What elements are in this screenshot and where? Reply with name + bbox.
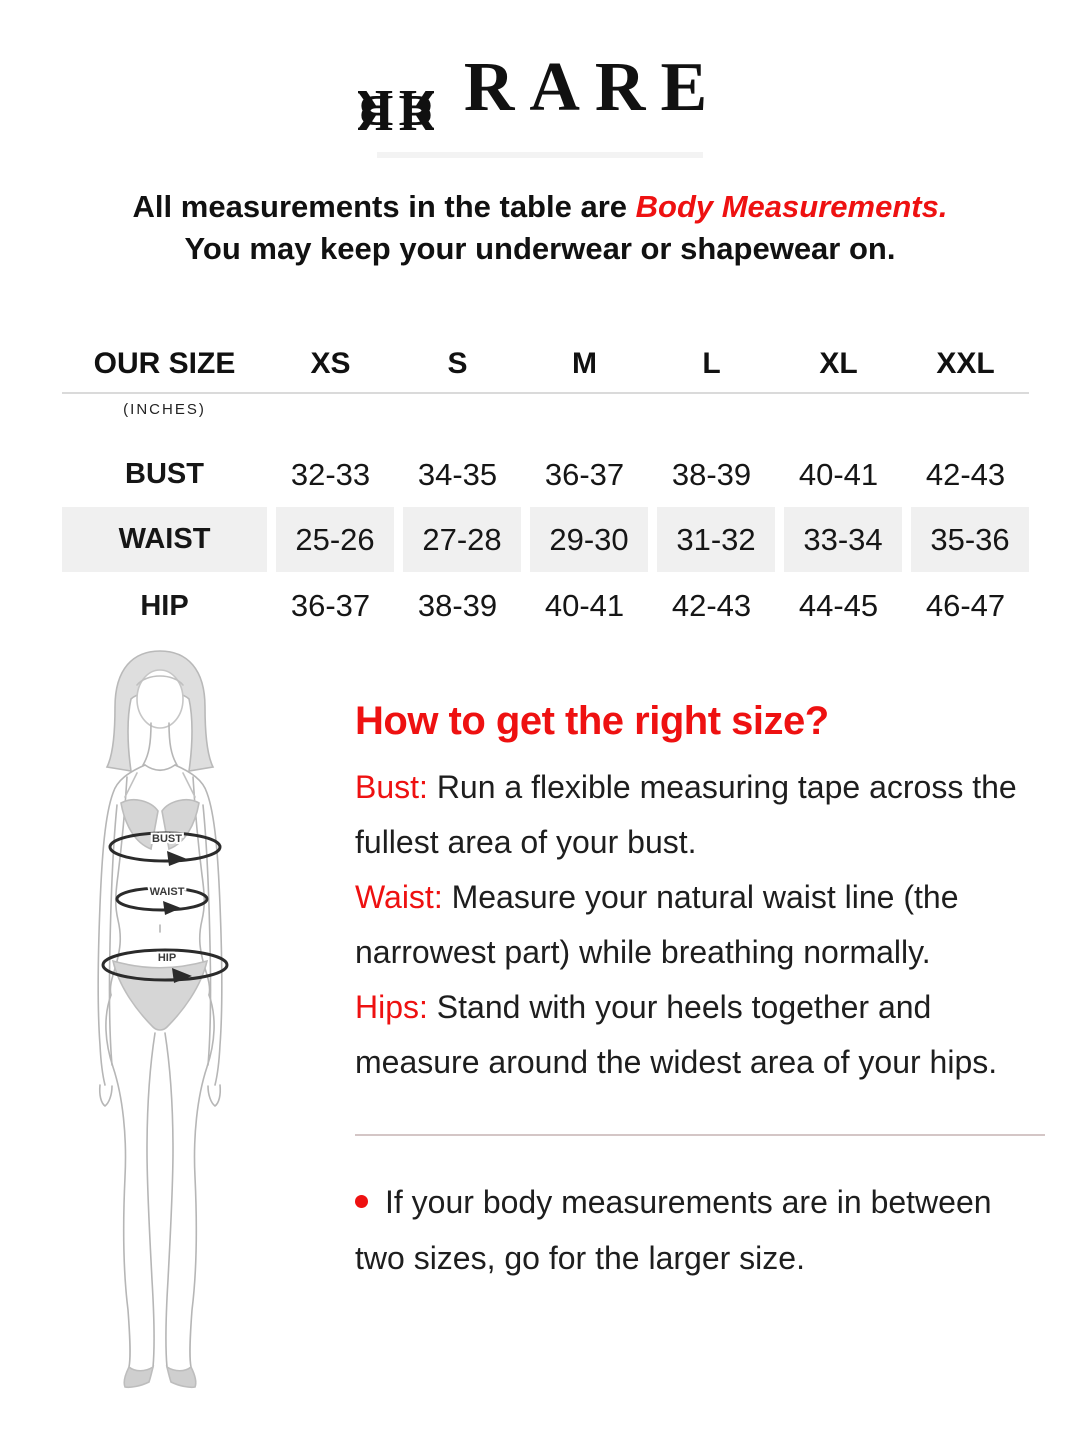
unit-note: (INCHES)	[123, 400, 206, 418]
hip-arrowhead-icon	[172, 968, 192, 983]
row-label-waist: WAIST	[62, 507, 267, 572]
figure-left-foot	[123, 1365, 155, 1389]
logo-underline-divider	[377, 152, 703, 158]
row-label-bust: BUST	[125, 458, 204, 490]
waist-xl: 33-34	[775, 507, 902, 572]
col-header-our-size: OUR SIZE	[93, 347, 236, 380]
waist-l: 31-32	[648, 507, 775, 572]
figure-right-foot	[165, 1365, 197, 1389]
col-header-s: S	[447, 347, 468, 380]
figure-panties	[111, 959, 209, 1031]
bust-measure-arrow	[108, 831, 222, 863]
table-header-divider	[62, 392, 1029, 394]
col-header-m: M	[572, 347, 597, 380]
waist-xs: 25-26	[267, 507, 394, 572]
bust-m: 36-37	[544, 456, 625, 492]
disclaimer-line2: You may keep your underwear or shapewear…	[184, 231, 896, 266]
col-header-l: L	[702, 347, 721, 380]
between-sizes-note-text: If your body measurements are in between…	[355, 1184, 992, 1276]
sizing-guide-body: Bust: Run a flexible measuring tape acro…	[355, 760, 1055, 1090]
unit-note-row: (INCHES)	[62, 394, 1029, 424]
bust-l: 38-39	[671, 456, 752, 492]
guide-divider	[355, 1134, 1045, 1136]
figure-bra	[120, 799, 159, 851]
guide-label-hips: Hips:	[355, 989, 428, 1025]
col-header-xxl: XXL	[936, 347, 995, 380]
guide-text-hips: Stand with your heels together and measu…	[355, 989, 998, 1080]
brand-name: RARE	[463, 49, 723, 126]
waist-m: 29-30	[521, 507, 648, 572]
row-label-hip: HIP	[140, 589, 189, 622]
hip-m: 40-41	[544, 588, 625, 623]
between-sizes-note: If your body measurements are in between…	[355, 1174, 1035, 1286]
waist-arrowhead-icon	[163, 901, 181, 915]
figure-waist-label: WAIST	[150, 886, 185, 898]
svg-text:R: R	[398, 79, 433, 136]
waist-measure-arrow	[115, 886, 209, 912]
hip-xxl: 46-47	[925, 588, 1006, 623]
guide-text-bust: Run a flexible measuring tape across the…	[355, 769, 1017, 860]
brand-header: R R R R RARE	[0, 34, 1080, 142]
disclaimer-line1-black: All measurements in the table are	[132, 189, 636, 224]
size-table-header-row: OUR SIZE XS S M L XL XXL	[62, 342, 1029, 386]
svg-text:R: R	[358, 79, 393, 136]
bust-xxl: 42-43	[925, 456, 1006, 492]
brand-monogram-icon: R R R R	[358, 79, 434, 142]
figure-bust-label: BUST	[152, 833, 182, 845]
bust-arrowhead-icon	[167, 851, 187, 866]
table-row-hip: HIP 36-37 38-39 40-41 42-43 44-45 46-47	[62, 572, 1029, 640]
col-header-xs: XS	[310, 347, 351, 380]
bust-s: 34-35	[417, 456, 498, 492]
bust-xl: 40-41	[798, 456, 879, 492]
guide-label-waist: Waist:	[355, 879, 443, 915]
table-row-waist: WAIST 25-26 27-28 29-30 31-32 33-34 35-3…	[62, 507, 1029, 572]
hip-s: 38-39	[417, 588, 498, 623]
sizing-guide: How to get the right size? Bust: Run a f…	[355, 698, 1055, 1286]
table-row-bust: BUST 32-33 34-35 36-37 38-39 40-41 42-43	[62, 442, 1029, 507]
size-chart-table: OUR SIZE XS S M L XL XXL (INCHES) BUST 3…	[62, 342, 1029, 640]
hip-measure-arrow	[101, 948, 229, 982]
guide-label-bust: Bust:	[355, 769, 428, 805]
waist-s: 27-28	[394, 507, 521, 572]
hip-xs: 36-37	[290, 588, 371, 623]
figure-hip-label: HIP	[158, 952, 176, 964]
guide-text-waist: Measure your natural waist line (the nar…	[355, 879, 959, 970]
col-header-xl: XL	[819, 347, 858, 380]
body-measurement-figure: BUST WAIST HIP	[55, 645, 345, 1395]
sizing-guide-title: How to get the right size?	[355, 699, 829, 743]
bust-xs: 32-33	[290, 456, 371, 492]
svg-text:R: R	[358, 85, 393, 142]
svg-text:R: R	[398, 85, 433, 142]
female-silhouette-illustration: BUST WAIST HIP	[97, 650, 229, 1389]
red-bullet-icon	[355, 1195, 368, 1209]
hip-l: 42-43	[671, 588, 752, 623]
waist-xxl: 35-36	[902, 507, 1029, 572]
measurement-disclaimer: All measurements in the table are Body M…	[0, 186, 1080, 270]
disclaimer-line1: All measurements in the table are Body M…	[0, 186, 1080, 228]
figure-face	[136, 669, 184, 729]
disclaimer-line1-red: Body Measurements.	[635, 189, 948, 224]
hip-xl: 44-45	[798, 588, 879, 623]
